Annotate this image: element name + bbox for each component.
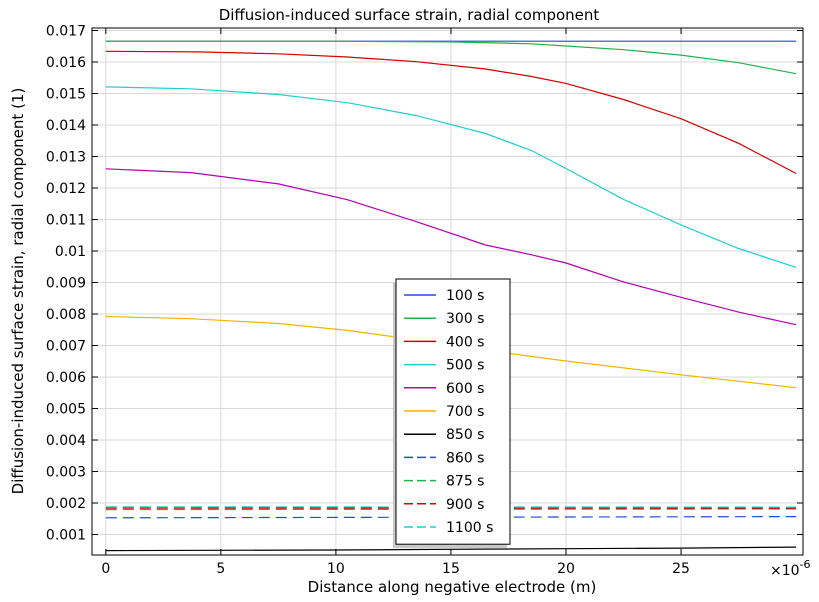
y-tick-label: 0.005 [46,402,86,418]
legend: 100 s 300 s 400 s 500 s 600 s 700 s 850 s 860 s… [393,278,511,549]
series-line [105,40,797,75]
y-tick-label: 0.01 [55,244,86,260]
y-tick-label: 0.006 [46,370,86,386]
plot-frame [91,27,804,556]
x-tick-label: 20 [557,561,575,577]
x-tick-label: 0 [101,561,110,577]
y-tick-label: 0.012 [46,181,86,197]
y-axis-ticks: 0.001 0.002 0.003 0.004 0.005 0.006 0.007 0.008… [46,24,803,544]
y-tick-label: 0.009 [46,276,86,292]
legend-label: 500 s [446,358,484,374]
series-line [105,546,797,552]
legend-label: 1100 s [446,520,493,536]
y-tick-label: 0.011 [46,213,86,229]
y-tick-label: 0.007 [46,339,86,355]
y-tick-label: 0.016 [46,55,86,71]
y-tick-label: 0.013 [46,150,86,166]
y-tick-label: 0.014 [46,118,86,134]
legend-label: 300 s [446,311,484,327]
legend-label: 100 s [446,288,484,304]
legend-label: 700 s [446,404,484,420]
x-tick-label: 5 [216,561,225,577]
x-axis-label: Distance along negative electrode (m) [308,578,597,596]
legend-label: 600 s [446,381,484,397]
x-tick-label: 25 [672,561,690,577]
legend-label: 400 s [446,334,484,350]
y-tick-label: 0.002 [46,496,86,512]
legend-label: 875 s [446,474,484,490]
x-axis-multiplier: ×10-6 [770,558,811,579]
y-tick-label: 0.001 [46,528,86,544]
y-tick-label: 0.003 [46,465,86,481]
y-tick-label: 0.017 [46,24,86,40]
x-tick-label: 10 [327,561,345,577]
series-line [105,86,797,268]
y-tick-label: 0.015 [46,87,86,103]
chart-title: Diffusion-induced surface strain, radial… [219,6,600,24]
x-axis-ticks: 0 5 10 15 20 25 [101,28,690,577]
series-line [105,50,797,175]
series-line [105,168,797,326]
x-axis-multiplier-base: ×10 [770,563,800,579]
x-tick-label: 15 [442,561,460,577]
legend-label: 860 s [446,450,484,466]
legend-label: 900 s [446,497,484,513]
x-axis-multiplier-exponent: -6 [800,558,811,571]
y-tick-label: 0.008 [46,307,86,323]
y-axis-label: Diffusion-induced surface strain, radial… [9,88,27,495]
y-tick-label: 0.004 [46,433,86,449]
legend-label: 850 s [446,427,484,443]
